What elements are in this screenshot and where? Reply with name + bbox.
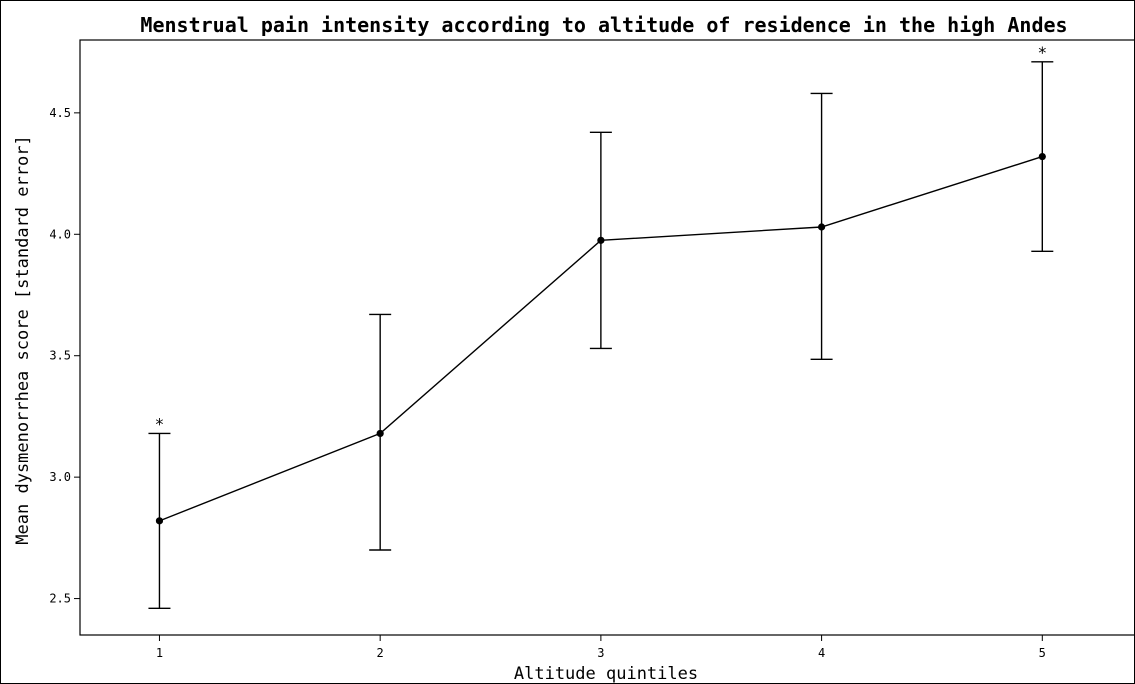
error-bars: [148, 61, 1054, 609]
x-tick-label: 2: [377, 646, 384, 660]
significance-markers: **: [155, 43, 1047, 434]
data-point: [376, 429, 384, 438]
data-point: [155, 517, 164, 525]
x-tick-label: 4: [818, 646, 825, 660]
y-tick-label: 4.5: [49, 106, 71, 120]
x-axis-label: Altitude quintiles: [514, 664, 698, 684]
chart-title: Menstrual pain intensity according to al…: [140, 13, 1067, 37]
significance-asterisk: *: [155, 414, 165, 433]
x-axis: 1 2 3 4 5: [156, 635, 1046, 660]
y-tick-label: 4.0: [49, 227, 71, 241]
x-tick-label: 1: [156, 646, 163, 660]
plot-area: [79, 39, 1135, 636]
data-points: [155, 152, 1046, 525]
significance-asterisk: *: [1037, 43, 1047, 62]
y-tick-label: 2.5: [49, 592, 71, 606]
data-point: [597, 236, 605, 244]
data-point: [817, 223, 826, 231]
y-axis: 2.5 3.0 3.5 4.0 4.5: [49, 106, 80, 606]
x-tick-label: 3: [597, 646, 604, 660]
data-point: [1038, 152, 1046, 161]
y-axis-label: Mean dysmenorrhea score [standard error]: [13, 135, 33, 544]
x-tick-label: 5: [1039, 646, 1046, 660]
y-tick-label: 3.0: [49, 470, 71, 484]
y-tick-label: 3.5: [49, 349, 71, 363]
